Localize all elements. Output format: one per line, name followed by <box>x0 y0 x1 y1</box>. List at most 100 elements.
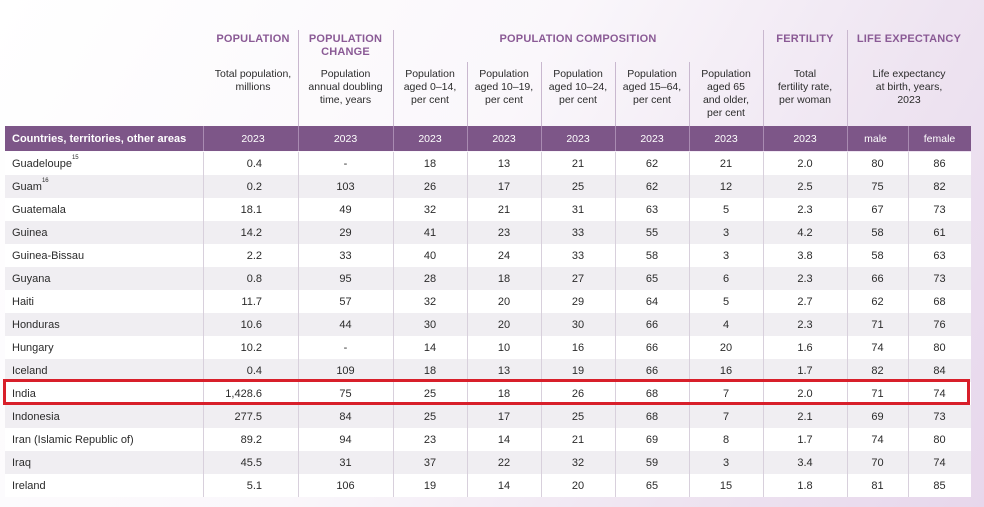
country-label: Guinea <box>12 227 48 239</box>
table-row: Iran (Islamic Republic of) 89.2 94 23 14 21 69… <box>5 428 971 451</box>
subheader-aged-0-14: Population aged 0–14, per cent <box>403 68 457 106</box>
aged-10-19-cell: 18 <box>497 273 511 285</box>
total-population-cell: 10.2 <box>240 342 262 354</box>
aged-0-14-cell: 25 <box>423 388 437 400</box>
life-exp-male-cell: 71 <box>871 388 884 400</box>
life-exp-male-cell: 75 <box>871 181 884 193</box>
aged-10-24-cell: 21 <box>571 158 585 170</box>
doubling-time-cell: 103 <box>336 181 355 193</box>
fertility-rate-cell: 2.1 <box>797 411 813 423</box>
country-name: Guyana <box>5 267 202 290</box>
category-life-expectancy: LIFE EXPECTANCY <box>856 33 962 45</box>
fertility-rate-cell: 2.0 <box>797 388 813 400</box>
life-exp-female-cell: 61 <box>933 227 946 239</box>
country-label: Iceland <box>12 365 48 377</box>
header-year: 2023 <box>714 133 738 145</box>
country-label: Guinea-Bissau <box>12 250 85 262</box>
aged-10-24-cell: 32 <box>571 457 585 469</box>
aged-65-cell: 7 <box>722 388 730 400</box>
country-name: India <box>5 382 202 405</box>
total-population-cell: 89.2 <box>240 434 262 446</box>
category-population-composition: POPULATION COMPOSITION <box>499 33 657 45</box>
aged-10-19-cell: 14 <box>497 480 511 492</box>
fertility-rate-cell: 4.2 <box>797 227 813 239</box>
table-row: Ireland 5.1 106 19 14 20 65 15 1.8 81 85 <box>5 474 971 497</box>
total-population-cell: 14.2 <box>240 227 262 239</box>
life-exp-male-cell: 70 <box>871 457 884 469</box>
aged-10-24-cell: 30 <box>571 319 585 331</box>
aged-15-64-cell: 63 <box>645 204 659 216</box>
subheader-aged-10-24: Population aged 10–24, per cent <box>548 68 608 106</box>
country-name: Guatemala <box>5 198 202 221</box>
aged-0-14-cell: 30 <box>423 319 437 331</box>
header-male: male <box>864 133 887 145</box>
header-country-column: Countries, territories, other areas <box>12 133 187 145</box>
table-row: Guyana 0.8 95 28 18 27 65 6 2.3 66 73 <box>5 267 971 290</box>
aged-15-64-cell: 55 <box>645 227 659 239</box>
subheader-aged-65: Population aged 65 and older, per cent <box>701 68 751 119</box>
life-exp-female-cell: 63 <box>933 250 946 262</box>
aged-0-14-cell: 18 <box>423 365 437 377</box>
aged-10-24-cell: 33 <box>571 250 585 262</box>
aged-10-19-cell: 17 <box>497 411 511 423</box>
header-divider <box>615 62 616 126</box>
country-name: Guam16 <box>5 175 202 198</box>
aged-10-19-cell: 17 <box>497 181 511 193</box>
fertility-rate-cell: 1.8 <box>797 480 813 492</box>
fertility-rate-cell: 3.4 <box>797 457 813 469</box>
aged-15-64-cell: 58 <box>645 250 659 262</box>
aged-0-14-cell: 28 <box>423 273 437 285</box>
table-row: Guatemala 18.1 49 32 21 31 63 5 2.3 67 73 <box>5 198 971 221</box>
aged-10-24-cell: 25 <box>571 411 585 423</box>
fertility-rate-cell: 2.3 <box>797 204 813 216</box>
category-fertility: FERTILITY <box>776 33 834 45</box>
fertility-rate-cell: 1.7 <box>797 434 813 446</box>
aged-0-14-cell: 37 <box>423 457 437 469</box>
aged-10-19-cell: 14 <box>497 434 511 446</box>
table-row: Guinea 14.2 29 41 23 33 55 3 4.2 58 61 <box>5 221 971 244</box>
total-population-cell: 2.2 <box>246 250 262 262</box>
header-divider <box>393 30 394 126</box>
country-label: Iraq <box>12 457 31 469</box>
doubling-time-cell: 44 <box>339 319 352 331</box>
doubling-time-cell: 49 <box>339 204 352 216</box>
fertility-rate-cell: 3.8 <box>797 250 813 262</box>
header-divider <box>467 62 468 126</box>
aged-10-19-cell: 10 <box>497 342 511 354</box>
life-exp-male-cell: 71 <box>871 319 884 331</box>
subheader-fertility-rate: Total fertility rate, per woman <box>777 68 833 106</box>
aged-10-19-cell: 24 <box>497 250 511 262</box>
table-row: Honduras 10.6 44 30 20 30 66 4 2.3 71 76 <box>5 313 971 336</box>
aged-10-24-cell: 31 <box>571 204 585 216</box>
table-row: Guam16 0.2 103 26 17 25 62 12 2.5 75 82 <box>5 175 971 198</box>
subheader-life-expectancy: Life expectancy at birth, years, 2023 <box>872 68 946 106</box>
aged-10-24-cell: 27 <box>571 273 585 285</box>
life-exp-female-cell: 85 <box>933 480 946 492</box>
header-female: female <box>923 133 956 145</box>
subheader-total-population: Total population, millions <box>214 68 292 93</box>
header-year: 2023 <box>793 133 817 145</box>
aged-15-64-cell: 66 <box>645 319 659 331</box>
table-row: India 1,428.6 75 25 18 26 68 7 2.0 71 74 <box>5 382 971 405</box>
aged-15-64-cell: 65 <box>645 480 659 492</box>
aged-10-19-cell: 21 <box>497 204 511 216</box>
country-label: Haiti <box>12 296 35 308</box>
aged-65-cell: 3 <box>722 250 730 262</box>
aged-65-cell: 6 <box>722 273 730 285</box>
aged-0-14-cell: 18 <box>423 158 437 170</box>
aged-0-14-cell: 23 <box>423 434 437 446</box>
country-label: India <box>12 388 36 400</box>
aged-65-cell: 7 <box>722 411 730 423</box>
table-row: Guadeloupe15 0.4 - 18 13 21 62 21 2.0 80 86 <box>5 152 971 175</box>
life-exp-male-cell: 80 <box>871 158 884 170</box>
country-name: Iraq <box>5 451 202 474</box>
country-label: Honduras <box>12 319 60 331</box>
aged-10-24-cell: 16 <box>571 342 585 354</box>
aged-10-19-cell: 20 <box>497 296 511 308</box>
highlight-box-india <box>3 379 970 405</box>
table-row: Iraq 45.5 31 37 22 32 59 3 3.4 70 74 <box>5 451 971 474</box>
total-population-cell: 18.1 <box>240 204 262 216</box>
aged-10-19-cell: 20 <box>497 319 511 331</box>
aged-0-14-cell: 32 <box>423 204 437 216</box>
aged-0-14-cell: 14 <box>423 342 437 354</box>
